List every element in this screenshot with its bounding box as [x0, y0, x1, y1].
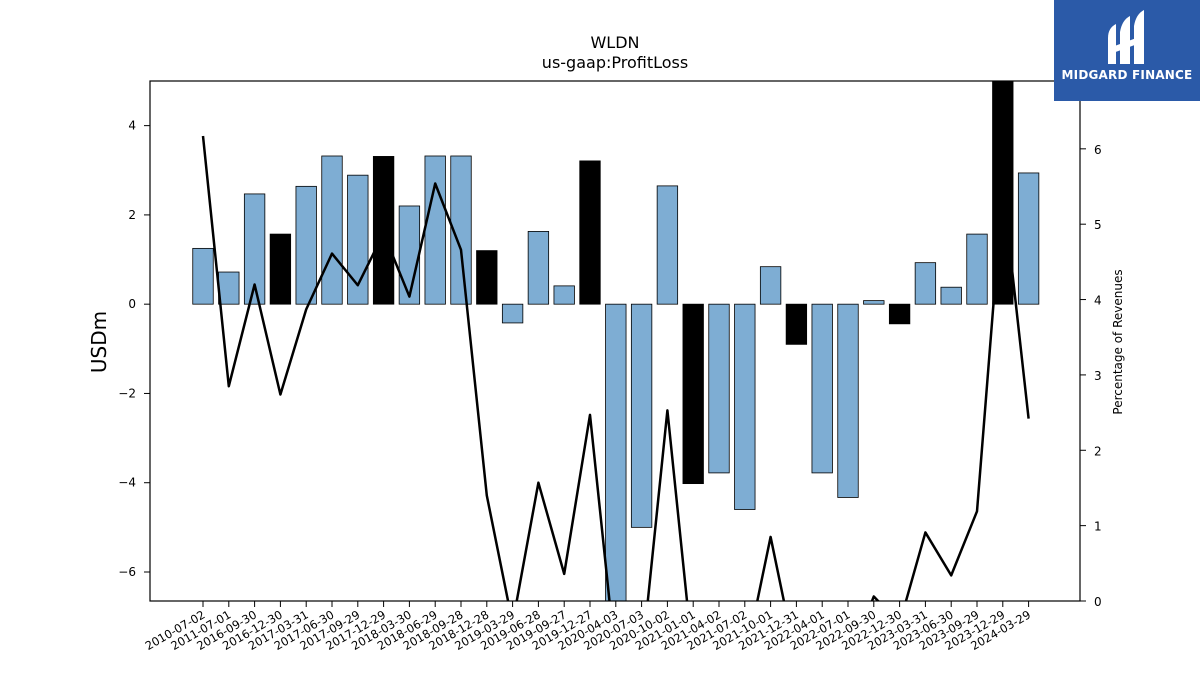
line-series-group: [201, 135, 1030, 601]
y-right-tick-label: 1: [1094, 520, 1102, 534]
bar-2022-07-01: [837, 303, 859, 498]
percentage-line: [201, 135, 1030, 601]
midgard-finance-logo: MIDGARD FINANCE: [1054, 0, 1200, 101]
bar-2017-06-30: [321, 155, 343, 305]
y-right-tick-label: 5: [1094, 218, 1102, 232]
logo-text: MIDGARD FINANCE: [1061, 68, 1193, 82]
y-right-tick-label: 4: [1094, 294, 1102, 308]
chart-title: WLDN: [590, 33, 639, 52]
bar-2017-12-29: [372, 156, 395, 305]
bar-2022-12-30: [888, 303, 911, 325]
bar-2021-04-02: [708, 303, 730, 474]
y-right-tick-label: 3: [1094, 369, 1102, 383]
bar-2019-03-29: [501, 303, 524, 324]
midgard-logo-icon: [1108, 10, 1144, 64]
bar-2019-09-27: [553, 285, 575, 305]
chart-subtitle: us-gaap:ProfitLoss: [542, 53, 688, 72]
bar-2016-12-30: [269, 233, 292, 305]
y-axis-label-left: USDm: [87, 311, 111, 373]
y-tick-label: −2: [118, 386, 136, 400]
plot-frame: [149, 80, 1081, 602]
y-right-tick-label: 2: [1094, 444, 1102, 458]
bar-series: [192, 81, 1040, 601]
bar-2011-07-01: [218, 271, 240, 305]
bar-2010-07-02: [192, 247, 214, 305]
bar-2019-06-28: [527, 231, 550, 305]
y-axis-label-right: Percentage of Revenues: [1111, 269, 1125, 414]
bar-2018-09-28: [450, 155, 472, 305]
bar-2020-04-03: [605, 303, 627, 601]
bar-2020-07-03: [630, 303, 653, 528]
bar-2018-12-28: [476, 250, 498, 305]
bar-2021-10-01: [759, 266, 782, 305]
bar-2018-03-30: [398, 205, 421, 305]
y-tick-label: −6: [118, 565, 136, 579]
bar-2023-09-29: [966, 233, 988, 305]
bar-2022-09-30: [863, 300, 885, 305]
y-tick-label: 4: [128, 119, 136, 133]
bar-2018-06-29: [424, 155, 446, 305]
y-right-tick-label: 0: [1094, 595, 1102, 609]
bar-2023-03-31: [914, 262, 937, 305]
bar-2023-06-30: [940, 286, 962, 305]
bar-2021-07-02: [734, 303, 756, 510]
y-tick-label: 2: [128, 208, 136, 222]
y-tick-label: −4: [118, 476, 136, 490]
y-tick-label: 0: [128, 297, 136, 311]
bar-2017-09-29: [347, 174, 369, 305]
bar-2017-03-31: [295, 185, 317, 305]
bar-2021-01-01: [682, 303, 704, 485]
bar-2021-12-31: [785, 303, 808, 345]
bar-2016-09-30: [243, 193, 266, 305]
bar-2022-04-01: [811, 303, 833, 474]
bar-2019-12-27: [579, 160, 601, 305]
plot-area: −6−4−202401234562010-07-022011-07-012016…: [118, 80, 1102, 653]
bar-2024-03-29: [1017, 172, 1040, 305]
y-right-tick-label: 6: [1094, 143, 1102, 157]
bar-2020-10-02: [656, 185, 679, 305]
